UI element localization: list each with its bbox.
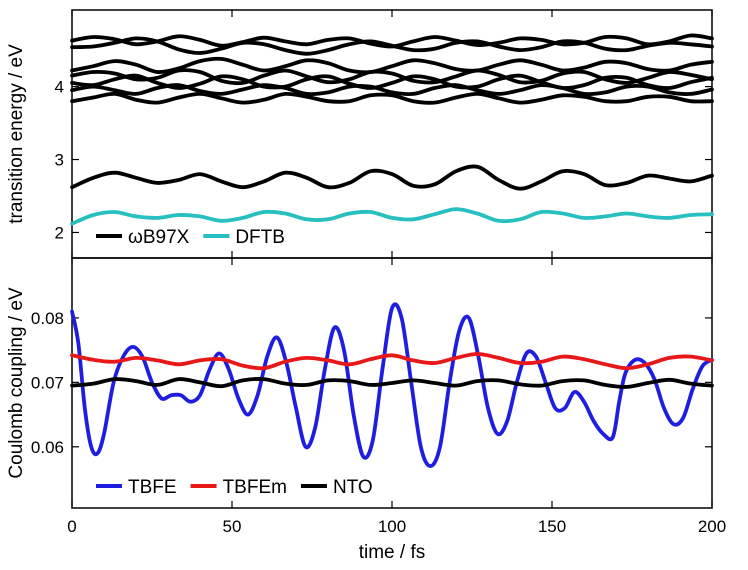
y-axis-title: Coulomb coupling / eV [6, 287, 27, 478]
x-tick-label: 50 [223, 517, 242, 536]
y-tick-label: 0.07 [31, 373, 64, 392]
series-line-tbfem [72, 354, 712, 368]
x-tick-label: 200 [698, 517, 726, 536]
x-tick-label: 100 [378, 517, 406, 536]
series-line-b97x [72, 94, 712, 103]
series-line-dftb [72, 209, 712, 224]
legend-label: ωB97X [128, 227, 190, 248]
series-line-b97x [72, 85, 712, 94]
series-group-2 [72, 304, 712, 466]
series-line-b97x [72, 59, 712, 73]
x-axis-title: time / fs [359, 542, 426, 563]
series-line-tbfe [72, 304, 712, 466]
y-tick-label: 0.08 [31, 309, 64, 328]
legend-label: TBFE [128, 477, 177, 498]
legend-2: TBFE TBFEm NTO [96, 477, 373, 498]
series-line-nto [72, 379, 712, 387]
x-tick-label: 150 [538, 517, 566, 536]
series-line-b97x [72, 166, 712, 188]
y-tick-label: 2 [55, 223, 64, 242]
x-tick-label: 0 [67, 517, 76, 536]
series-line-b97x [72, 38, 712, 53]
legend-label: DFTB [235, 227, 285, 248]
series-group-1 [72, 35, 712, 223]
legend-1: ωB97X DFTB [96, 227, 285, 248]
series-line-b97x [72, 76, 712, 89]
y-tick-label: 0.06 [31, 438, 64, 457]
y-axis-title: transition energy / eV [6, 44, 27, 224]
y-tick-label: 3 [55, 151, 64, 170]
legend-label: TBFEm [223, 477, 287, 498]
legend-label: NTO [333, 477, 373, 498]
y-tick-label: 4 [55, 78, 64, 97]
